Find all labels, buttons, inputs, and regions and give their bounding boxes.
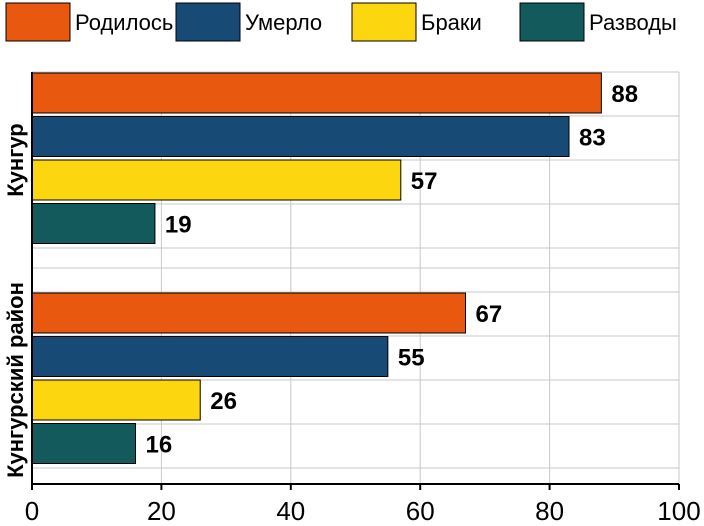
x-tick-label: 60	[406, 496, 435, 526]
legend-item: Родилось	[5, 2, 173, 42]
x-tick-label: 80	[535, 496, 564, 526]
data-label: 83	[579, 125, 606, 152]
bar	[31, 203, 156, 244]
legend-swatch	[5, 2, 71, 42]
category-label: Кунгурский район	[3, 282, 28, 478]
legend-label: Разводы	[589, 10, 677, 35]
legend-swatch	[351, 2, 417, 42]
bar	[31, 379, 201, 421]
legend-label: Родилось	[75, 10, 173, 35]
legend-label: Умерло	[245, 10, 322, 35]
legend-label: Браки	[421, 10, 482, 35]
bar	[31, 336, 389, 377]
bar	[31, 159, 402, 201]
data-label: 67	[475, 301, 502, 328]
x-tick-label: 20	[147, 496, 176, 526]
data-label: 55	[398, 345, 425, 372]
data-label: 16	[146, 432, 173, 459]
bar	[31, 292, 466, 334]
x-tick-label: 0	[25, 496, 39, 526]
bar	[31, 72, 602, 114]
legend: Родилось Умерло Браки Разводы	[5, 2, 677, 42]
x-tick-label: 40	[276, 496, 305, 526]
legend-item: Разводы	[519, 2, 677, 42]
bar	[31, 423, 137, 464]
legend-swatch	[519, 2, 585, 42]
legend-swatch	[175, 2, 241, 42]
legend-item: Умерло	[175, 2, 322, 42]
bar	[31, 116, 570, 157]
data-label: 88	[611, 81, 638, 108]
data-label: 26	[210, 388, 237, 415]
x-tick-labels: 0 20 40 60 80 100	[25, 496, 701, 526]
category-labels: Кунгур Кунгурский район	[3, 123, 28, 478]
axes	[31, 72, 680, 490]
data-label: 19	[165, 212, 192, 239]
legend-item: Браки	[351, 2, 482, 42]
category-label: Кунгур	[3, 123, 28, 197]
x-tick-label: 100	[657, 496, 700, 526]
data-label: 57	[411, 168, 438, 195]
